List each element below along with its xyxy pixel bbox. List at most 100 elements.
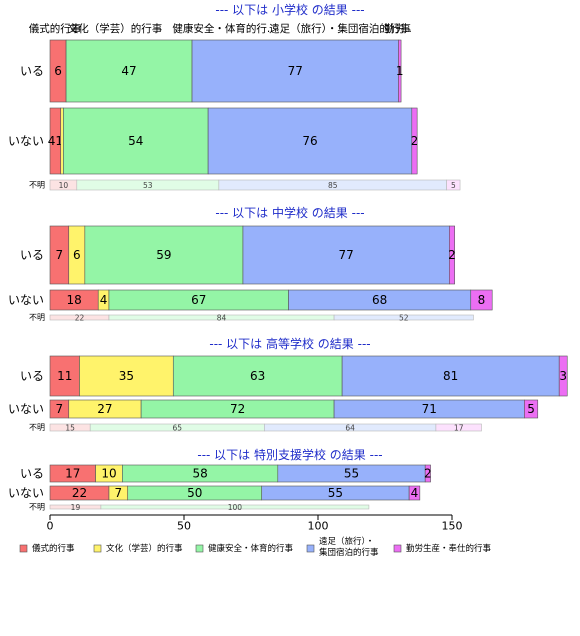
bar-segment bbox=[524, 399, 539, 419]
row-label: 不明 bbox=[29, 423, 45, 432]
bar-segment bbox=[172, 355, 343, 397]
bar-segment bbox=[84, 225, 244, 285]
data-label: 76 bbox=[302, 134, 317, 148]
data-label: 10 bbox=[59, 181, 69, 190]
bar-segment bbox=[60, 107, 64, 175]
legend-swatch bbox=[393, 544, 402, 553]
bar-segment bbox=[79, 355, 174, 397]
row-label: いない bbox=[8, 486, 44, 500]
data-label: 10 bbox=[101, 467, 116, 481]
row-label: いない bbox=[8, 134, 44, 148]
data-label: 71 bbox=[422, 402, 437, 416]
data-label: 1 bbox=[396, 64, 404, 78]
bar-segment bbox=[100, 504, 370, 510]
data-label: 72 bbox=[230, 402, 245, 416]
data-label: 50 bbox=[187, 486, 202, 500]
column-label: 儀式的行事 bbox=[29, 22, 82, 35]
data-label: 85 bbox=[328, 181, 338, 190]
data-label: 8 bbox=[478, 293, 486, 307]
column-label: 健康安全・体育的行.. bbox=[172, 22, 273, 35]
data-label: 67 bbox=[191, 293, 206, 307]
row-label: いない bbox=[8, 293, 44, 307]
data-label: 22 bbox=[72, 486, 87, 500]
data-label: 15 bbox=[65, 424, 75, 433]
data-label: 4 bbox=[100, 293, 108, 307]
column-label: 遠足（旅行）・集団宿泊的行事 bbox=[269, 22, 411, 35]
bar-segment bbox=[411, 107, 418, 175]
x-tick-label: 50 bbox=[177, 520, 191, 533]
data-label: 3 bbox=[559, 369, 567, 383]
row-label: いない bbox=[8, 402, 44, 416]
data-label: 65 bbox=[173, 424, 183, 433]
row-label: 不明 bbox=[29, 503, 45, 512]
data-label: 55 bbox=[344, 467, 359, 481]
legend-label: 文化（学芸）的行事 bbox=[106, 543, 183, 554]
bar-segment bbox=[398, 39, 402, 103]
legend-label: 儀式的行事 bbox=[32, 543, 75, 554]
bar-segment bbox=[449, 225, 455, 285]
bar-segment bbox=[558, 355, 568, 397]
panel-title: --- 以下は 特別支援学校 の結果 --- bbox=[197, 447, 382, 462]
data-label: 77 bbox=[338, 248, 353, 262]
row-label: いる bbox=[20, 248, 44, 262]
bar-segment bbox=[333, 314, 474, 321]
row-label: 不明 bbox=[29, 313, 45, 322]
bar-segment bbox=[63, 107, 209, 175]
x-tick-label: 100 bbox=[308, 520, 329, 533]
data-label: 27 bbox=[97, 402, 112, 416]
bar-segment bbox=[435, 423, 482, 432]
data-label: 53 bbox=[143, 181, 153, 190]
bar-segment bbox=[242, 225, 450, 285]
legend-swatch bbox=[93, 544, 102, 553]
legend-label: 遠足（旅行）・集団宿泊的行事 bbox=[319, 536, 379, 558]
data-label: 52 bbox=[399, 314, 409, 323]
data-label: 19 bbox=[71, 503, 81, 512]
data-label: 64 bbox=[345, 424, 355, 433]
data-label: 58 bbox=[192, 467, 207, 481]
row-label: 不明 bbox=[29, 181, 45, 190]
bar-segment bbox=[424, 464, 431, 483]
data-label: 4 bbox=[411, 486, 419, 500]
row-label: いる bbox=[20, 467, 44, 481]
data-label: 81 bbox=[443, 369, 458, 383]
data-label: 63 bbox=[250, 369, 265, 383]
data-label: 2 bbox=[424, 467, 432, 481]
data-label: 2 bbox=[411, 134, 419, 148]
data-label: 59 bbox=[156, 248, 171, 262]
data-label: 5 bbox=[451, 181, 456, 190]
column-label: 勤労.. bbox=[384, 22, 412, 35]
data-label: 84 bbox=[217, 314, 227, 323]
data-label: 11 bbox=[57, 369, 72, 383]
data-label: 68 bbox=[372, 293, 387, 307]
bar-segment bbox=[341, 355, 560, 397]
row-label: いる bbox=[20, 64, 44, 78]
data-label: 35 bbox=[119, 369, 134, 383]
x-tick-label: 150 bbox=[442, 520, 463, 533]
bar-segment bbox=[446, 179, 461, 191]
bar-segment bbox=[49, 355, 80, 397]
data-label: 6 bbox=[54, 64, 62, 78]
data-label: 41 bbox=[48, 134, 63, 148]
data-label: 17 bbox=[454, 424, 464, 433]
data-label: 22 bbox=[75, 314, 85, 323]
data-label: 77 bbox=[288, 64, 303, 78]
data-label: 2 bbox=[448, 248, 456, 262]
bar-segment bbox=[65, 39, 193, 103]
panel-title: --- 以下は 小学校 の結果 --- bbox=[215, 2, 364, 17]
data-label: 47 bbox=[121, 64, 136, 78]
data-label: 6 bbox=[73, 248, 81, 262]
legend-label: 健康安全・体育的行事 bbox=[208, 543, 294, 554]
data-label: 5 bbox=[527, 402, 535, 416]
data-label: 7 bbox=[56, 402, 64, 416]
data-label: 54 bbox=[128, 134, 143, 148]
legend-label: 勤労生産・奉仕的行事 bbox=[406, 543, 492, 554]
row-label: いる bbox=[20, 369, 44, 383]
bar-segment bbox=[408, 485, 421, 501]
data-label: 7 bbox=[56, 248, 64, 262]
data-label: 55 bbox=[328, 486, 343, 500]
data-label: 7 bbox=[115, 486, 123, 500]
data-label: 18 bbox=[66, 293, 81, 307]
bar-segment bbox=[207, 107, 413, 175]
legend-swatch bbox=[195, 544, 204, 553]
